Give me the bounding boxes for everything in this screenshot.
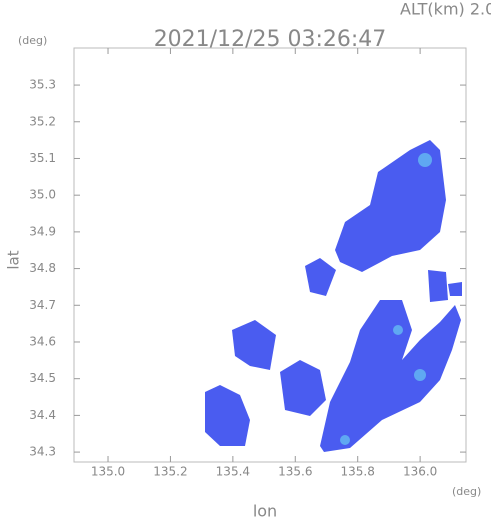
y-tick-label: 34.6 bbox=[29, 334, 56, 348]
x-tick-label: 135.2 bbox=[153, 465, 187, 479]
x-tick-label: 135.6 bbox=[278, 465, 312, 479]
y-tick-label: 34.9 bbox=[29, 224, 56, 238]
x-unit: (deg) bbox=[452, 485, 481, 498]
y-tick-label: 34.4 bbox=[29, 408, 56, 422]
y-tick-label: 35.1 bbox=[29, 151, 56, 165]
y-tick-label: 35.3 bbox=[29, 78, 56, 92]
plot-frame bbox=[73, 47, 467, 463]
y-tick-label: 34.8 bbox=[29, 261, 56, 275]
y-tick-label: 35.0 bbox=[29, 188, 56, 202]
x-tick-label: 135.0 bbox=[91, 465, 125, 479]
y-tick-label: 35.2 bbox=[29, 114, 56, 128]
radar-echo-strong bbox=[340, 153, 432, 445]
y-tick-label: 34.3 bbox=[29, 445, 56, 459]
y-unit: (deg) bbox=[18, 34, 47, 47]
x-axis-label: lon bbox=[253, 502, 277, 521]
y-tick-label: 34.5 bbox=[29, 371, 56, 385]
x-tick-label: 135.4 bbox=[216, 465, 250, 479]
x-tick-label: 135.8 bbox=[341, 465, 375, 479]
y-axis-label: lat bbox=[5, 250, 23, 269]
altitude-label: ALT(km) 2.0 bbox=[400, 0, 491, 19]
radar-echo bbox=[205, 140, 462, 452]
y-tick-label: 34.7 bbox=[29, 298, 56, 312]
x-tick-label: 136.0 bbox=[403, 465, 437, 479]
